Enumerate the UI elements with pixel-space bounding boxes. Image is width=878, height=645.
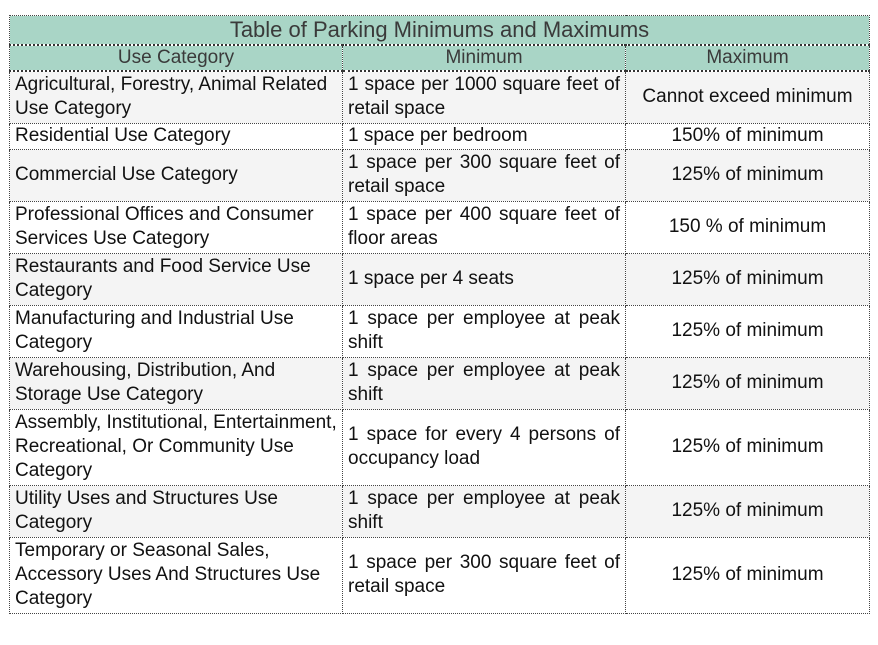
cell-minimum: 1 space per employee at peak shift — [342, 356, 626, 410]
cell-maximum: 125% of minimum — [625, 484, 870, 538]
cell-category: Temporary or Seasonal Sales, Accessory U… — [9, 536, 343, 614]
cell-maximum: 150% of minimum — [625, 122, 870, 150]
parking-table: Table of Parking Minimums and Maximums U… — [9, 15, 870, 614]
cell-maximum: Cannot exceed minimum — [625, 70, 870, 124]
cell-minimum: 1 space per employee at peak shift — [342, 484, 626, 538]
cell-minimum: 1 space for every 4 persons of occupancy… — [342, 408, 626, 486]
cell-minimum: 1 space per employee at peak shift — [342, 304, 626, 358]
table-row: Residential Use Category 1 space per bed… — [9, 122, 870, 150]
cell-minimum: 1 space per 400 square feet of floor are… — [342, 200, 626, 254]
cell-minimum: 1 space per 300 square feet of retail sp… — [342, 536, 626, 614]
cell-category: Manufacturing and Industrial Use Categor… — [9, 304, 343, 358]
cell-category: Utility Uses and Structures Use Category — [9, 484, 343, 538]
table-row: Utility Uses and Structures Use Category… — [9, 484, 870, 538]
cell-minimum: 1 space per bedroom — [342, 122, 626, 150]
table-row: Manufacturing and Industrial Use Categor… — [9, 304, 870, 358]
table-row: Assembly, Institutional, Entertainment, … — [9, 408, 870, 486]
table-row: Agricultural, Forestry, Animal Related U… — [9, 70, 870, 124]
cell-category: Residential Use Category — [9, 122, 343, 150]
table-row: Temporary or Seasonal Sales, Accessory U… — [9, 536, 870, 614]
cell-maximum: 125% of minimum — [625, 252, 870, 306]
table-title: Table of Parking Minimums and Maximums — [9, 15, 870, 46]
table-row: Professional Offices and Consumer Servic… — [9, 200, 870, 254]
parking-table-container: Table of Parking Minimums and Maximums U… — [9, 15, 870, 614]
cell-maximum: 125% of minimum — [625, 536, 870, 614]
header-minimum: Minimum — [342, 44, 626, 72]
cell-category: Professional Offices and Consumer Servic… — [9, 200, 343, 254]
cell-category: Restaurants and Food Service Use Categor… — [9, 252, 343, 306]
header-maximum: Maximum — [625, 44, 870, 72]
table-row: Warehousing, Distribution, And Storage U… — [9, 356, 870, 410]
cell-minimum: 1 space per 1000 square feet of retail s… — [342, 70, 626, 124]
header-use-category: Use Category — [9, 44, 343, 72]
cell-minimum: 1 space per 300 square feet of retail sp… — [342, 148, 626, 202]
table-row: Commercial Use Category 1 space per 300 … — [9, 148, 870, 202]
table-row: Restaurants and Food Service Use Categor… — [9, 252, 870, 306]
cell-minimum: 1 space per 4 seats — [342, 252, 626, 306]
cell-maximum: 125% of minimum — [625, 148, 870, 202]
cell-category: Agricultural, Forestry, Animal Related U… — [9, 70, 343, 124]
cell-maximum: 125% of minimum — [625, 356, 870, 410]
cell-maximum: 125% of minimum — [625, 408, 870, 486]
cell-maximum: 150 % of minimum — [625, 200, 870, 254]
cell-category: Warehousing, Distribution, And Storage U… — [9, 356, 343, 410]
cell-maximum: 125% of minimum — [625, 304, 870, 358]
cell-category: Commercial Use Category — [9, 148, 343, 202]
table-title-row: Table of Parking Minimums and Maximums — [9, 15, 870, 46]
cell-category: Assembly, Institutional, Entertainment, … — [9, 408, 343, 486]
table-header-row: Use Category Minimum Maximum — [9, 44, 870, 72]
